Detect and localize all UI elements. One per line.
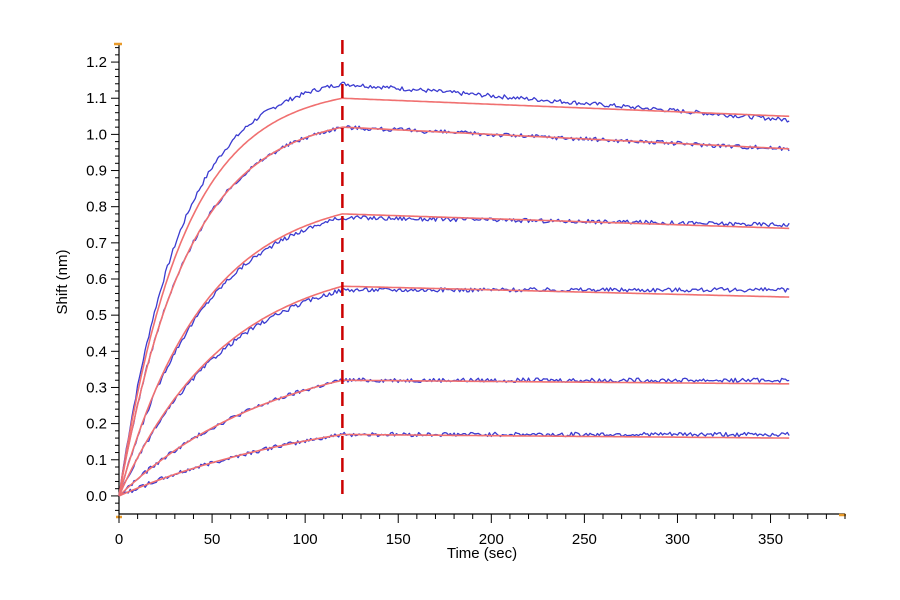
measured-series-line (118, 431, 790, 497)
y-tick-label: 1.1 (86, 90, 107, 107)
x-tick-label: 350 (758, 531, 783, 548)
fit-series-line (118, 213, 790, 497)
y-tick-label: 0.1 (86, 452, 107, 469)
measured-series-line (118, 125, 790, 497)
x-tick-label: 250 (572, 531, 597, 548)
fit-series-line (118, 379, 790, 497)
measured-series-line (118, 81, 790, 496)
y-axis-title: Shift (nm) (54, 249, 71, 314)
y-tick-label: 0.5 (86, 307, 107, 324)
measured-series-line (118, 287, 790, 497)
y-tick-label: 0.6 (86, 271, 107, 288)
fit-series-line (118, 97, 790, 497)
axes: 0 50 100 150 200 250 300 350 0.0 0.1 0.2 0.3 0.4 0.5 0… (86, 42, 846, 548)
y-tick-label: 1.2 (86, 54, 107, 71)
measured-series-line (118, 215, 790, 497)
x-tick-label: 300 (665, 531, 690, 548)
x-tick-label: 200 (479, 531, 504, 548)
y-tick-label: 0.9 (86, 163, 107, 180)
y-tick-label: 0.0 (86, 488, 107, 505)
fit-series-line (118, 285, 790, 497)
curves (118, 81, 790, 497)
y-tick-label: 0.8 (86, 199, 107, 216)
y-tick-label: 0.7 (86, 235, 107, 252)
x-tick-label: 150 (386, 531, 411, 548)
x-tick-label: 100 (293, 531, 318, 548)
y-tick-label: 0.4 (86, 343, 107, 360)
x-tick-label: 0 (115, 531, 123, 548)
fit-series-line (118, 126, 790, 497)
x-tick-label: 50 (204, 531, 221, 548)
y-tick-label: 0.3 (86, 379, 107, 396)
x-axis-title: Time (sec) (447, 545, 517, 562)
y-tick-label: 0.2 (86, 416, 107, 433)
y-tick-label: 1.0 (86, 126, 107, 143)
fit-series-line (118, 433, 790, 497)
